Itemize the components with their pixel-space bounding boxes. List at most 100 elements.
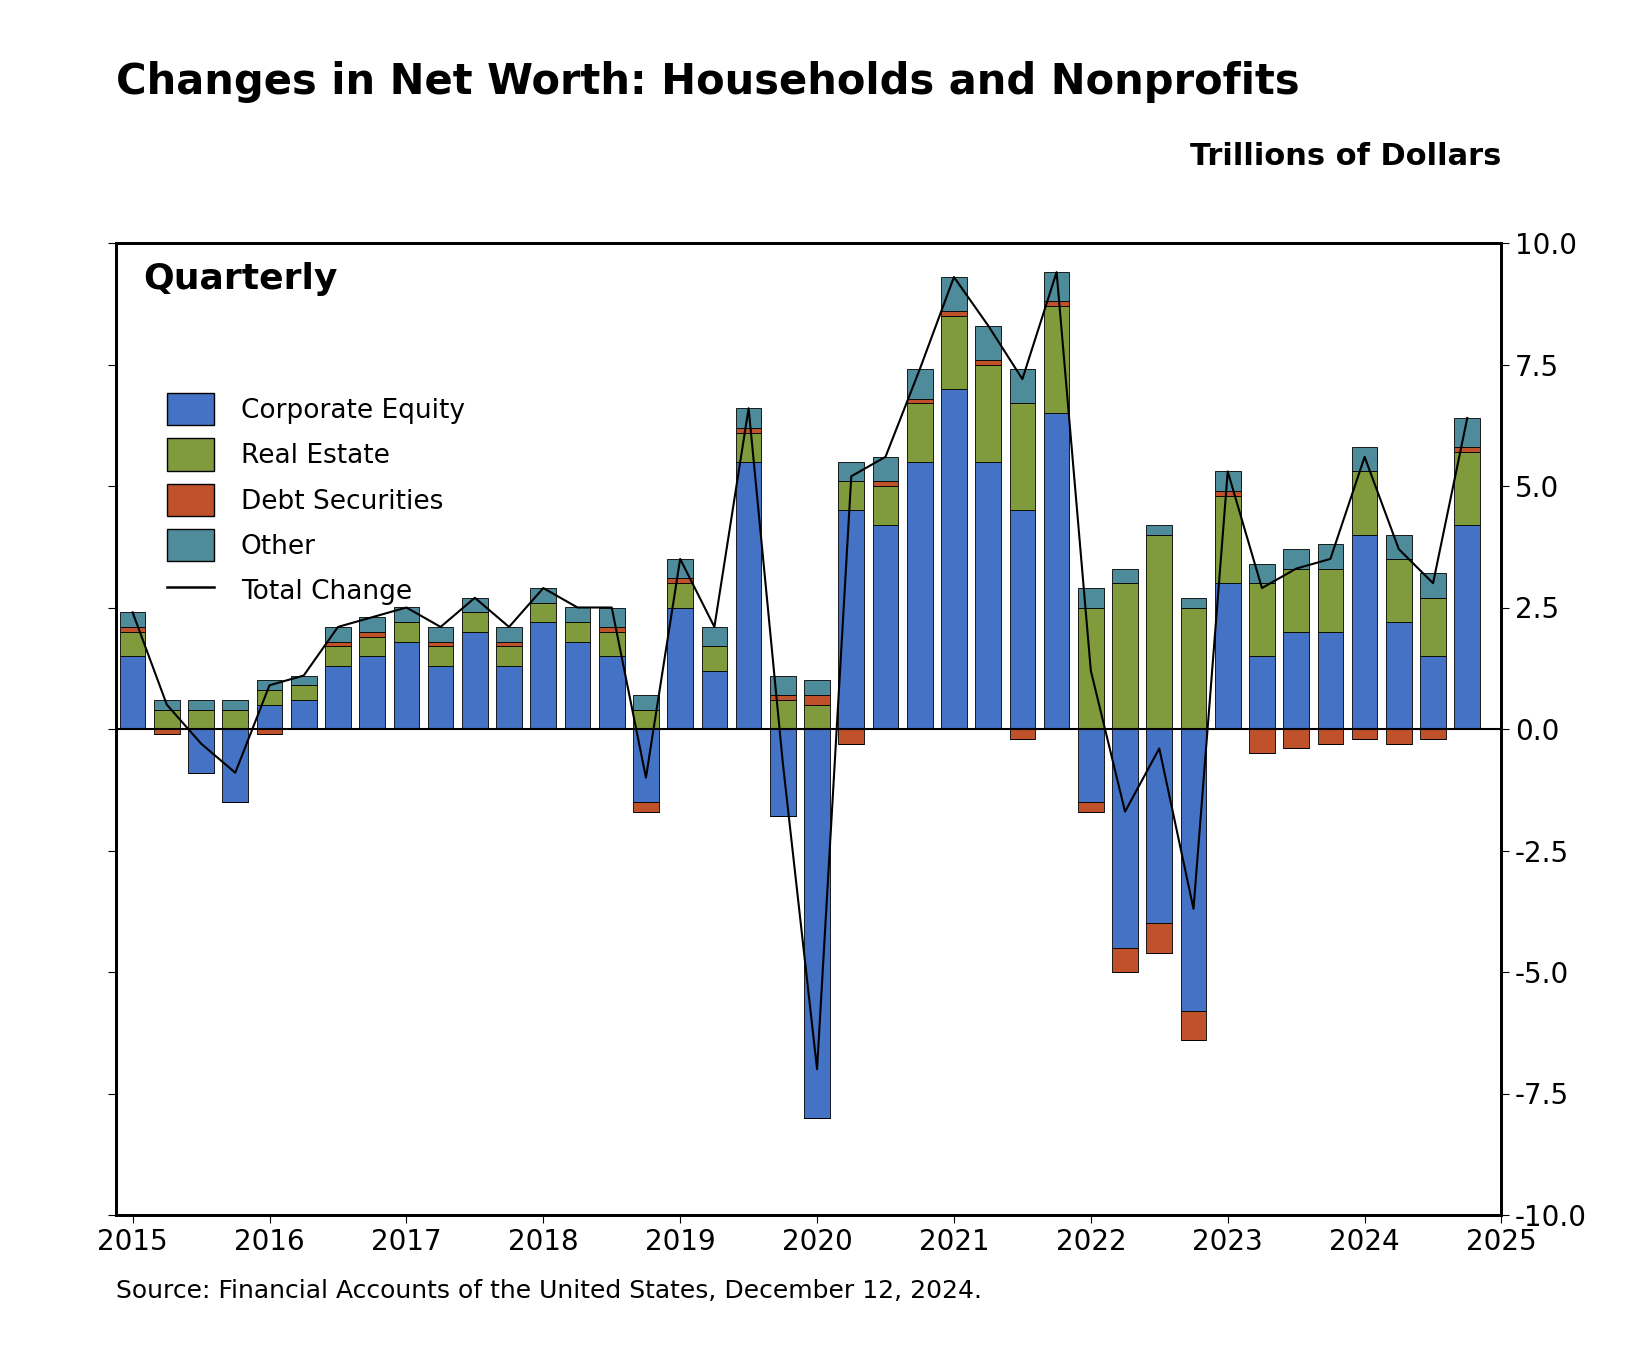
Bar — [497, 641, 521, 647]
Bar — [873, 481, 898, 486]
Bar — [940, 316, 967, 389]
Bar — [1351, 471, 1378, 535]
Bar — [599, 626, 625, 632]
Bar — [940, 389, 967, 729]
Bar — [497, 647, 521, 666]
Legend: Corporate Equity, Real Estate, Debt Securities, Other, Total Change: Corporate Equity, Real Estate, Debt Secu… — [157, 382, 475, 617]
Bar — [908, 404, 932, 462]
Bar — [1077, 802, 1104, 811]
Bar — [838, 462, 865, 481]
Text: Quarterly: Quarterly — [144, 262, 338, 297]
Bar — [838, 729, 865, 744]
Bar — [1214, 495, 1241, 583]
Bar — [1044, 306, 1069, 413]
Bar — [1147, 525, 1172, 535]
Bar — [599, 632, 625, 656]
Bar — [325, 666, 351, 729]
Bar — [1077, 729, 1104, 802]
Bar — [1214, 471, 1241, 491]
Bar — [360, 637, 384, 656]
Bar — [736, 432, 761, 462]
Bar — [940, 310, 967, 316]
Bar — [223, 699, 248, 710]
Bar — [1454, 525, 1480, 729]
Bar — [1112, 948, 1138, 972]
Bar — [1044, 301, 1069, 306]
Bar — [667, 578, 693, 583]
Bar — [1351, 447, 1378, 471]
Bar — [153, 699, 180, 710]
Bar — [1351, 535, 1378, 729]
Bar — [634, 695, 658, 710]
Bar — [736, 428, 761, 432]
Bar — [1010, 729, 1035, 738]
Bar — [530, 622, 556, 729]
Bar — [701, 671, 728, 729]
Bar — [1147, 923, 1172, 953]
Bar — [975, 462, 1002, 729]
Bar — [975, 325, 1002, 359]
Bar — [1010, 510, 1035, 729]
Bar — [530, 589, 556, 602]
Bar — [325, 626, 351, 641]
Bar — [1112, 568, 1138, 583]
Bar — [1454, 447, 1480, 452]
Bar — [1284, 568, 1308, 632]
Bar — [325, 647, 351, 666]
Bar — [771, 675, 795, 695]
Bar — [564, 622, 591, 641]
Bar — [1351, 729, 1378, 738]
Bar — [427, 641, 454, 647]
Bar — [1112, 583, 1138, 729]
Bar — [257, 705, 282, 729]
Bar — [120, 656, 145, 729]
Bar — [771, 695, 795, 699]
Bar — [1318, 729, 1343, 744]
Bar — [394, 608, 419, 622]
Bar — [908, 398, 932, 404]
Bar — [427, 647, 454, 666]
Bar — [1386, 535, 1412, 559]
Bar — [908, 370, 932, 398]
Bar — [599, 608, 625, 626]
Bar — [1249, 583, 1275, 656]
Bar — [1010, 370, 1035, 404]
Bar — [1318, 544, 1343, 568]
Bar — [1181, 598, 1206, 608]
Bar — [1181, 729, 1206, 1011]
Bar — [1421, 656, 1445, 729]
Bar — [223, 729, 248, 802]
Bar — [1284, 632, 1308, 729]
Bar — [1214, 583, 1241, 729]
Bar — [564, 608, 591, 622]
Bar — [736, 408, 761, 428]
Bar — [736, 462, 761, 729]
Bar — [1284, 729, 1308, 748]
Bar — [497, 626, 521, 641]
Bar — [804, 705, 830, 729]
Bar — [257, 690, 282, 705]
Bar — [1214, 491, 1241, 495]
Bar — [462, 598, 488, 613]
Bar — [1421, 729, 1445, 738]
Bar — [223, 710, 248, 729]
Bar — [1421, 598, 1445, 656]
Bar — [771, 729, 795, 817]
Bar — [188, 710, 214, 729]
Bar — [394, 622, 419, 641]
Text: Changes in Net Worth: Households and Nonprofits: Changes in Net Worth: Households and Non… — [116, 61, 1299, 103]
Bar — [1318, 632, 1343, 729]
Bar — [634, 802, 658, 811]
Bar — [771, 699, 795, 729]
Bar — [257, 680, 282, 690]
Bar — [873, 525, 898, 729]
Bar — [530, 602, 556, 622]
Bar — [427, 626, 454, 641]
Bar — [1386, 729, 1412, 744]
Bar — [1077, 608, 1104, 729]
Bar — [1249, 729, 1275, 753]
Bar — [394, 641, 419, 729]
Bar — [599, 656, 625, 729]
Bar — [1454, 452, 1480, 525]
Bar — [462, 613, 488, 632]
